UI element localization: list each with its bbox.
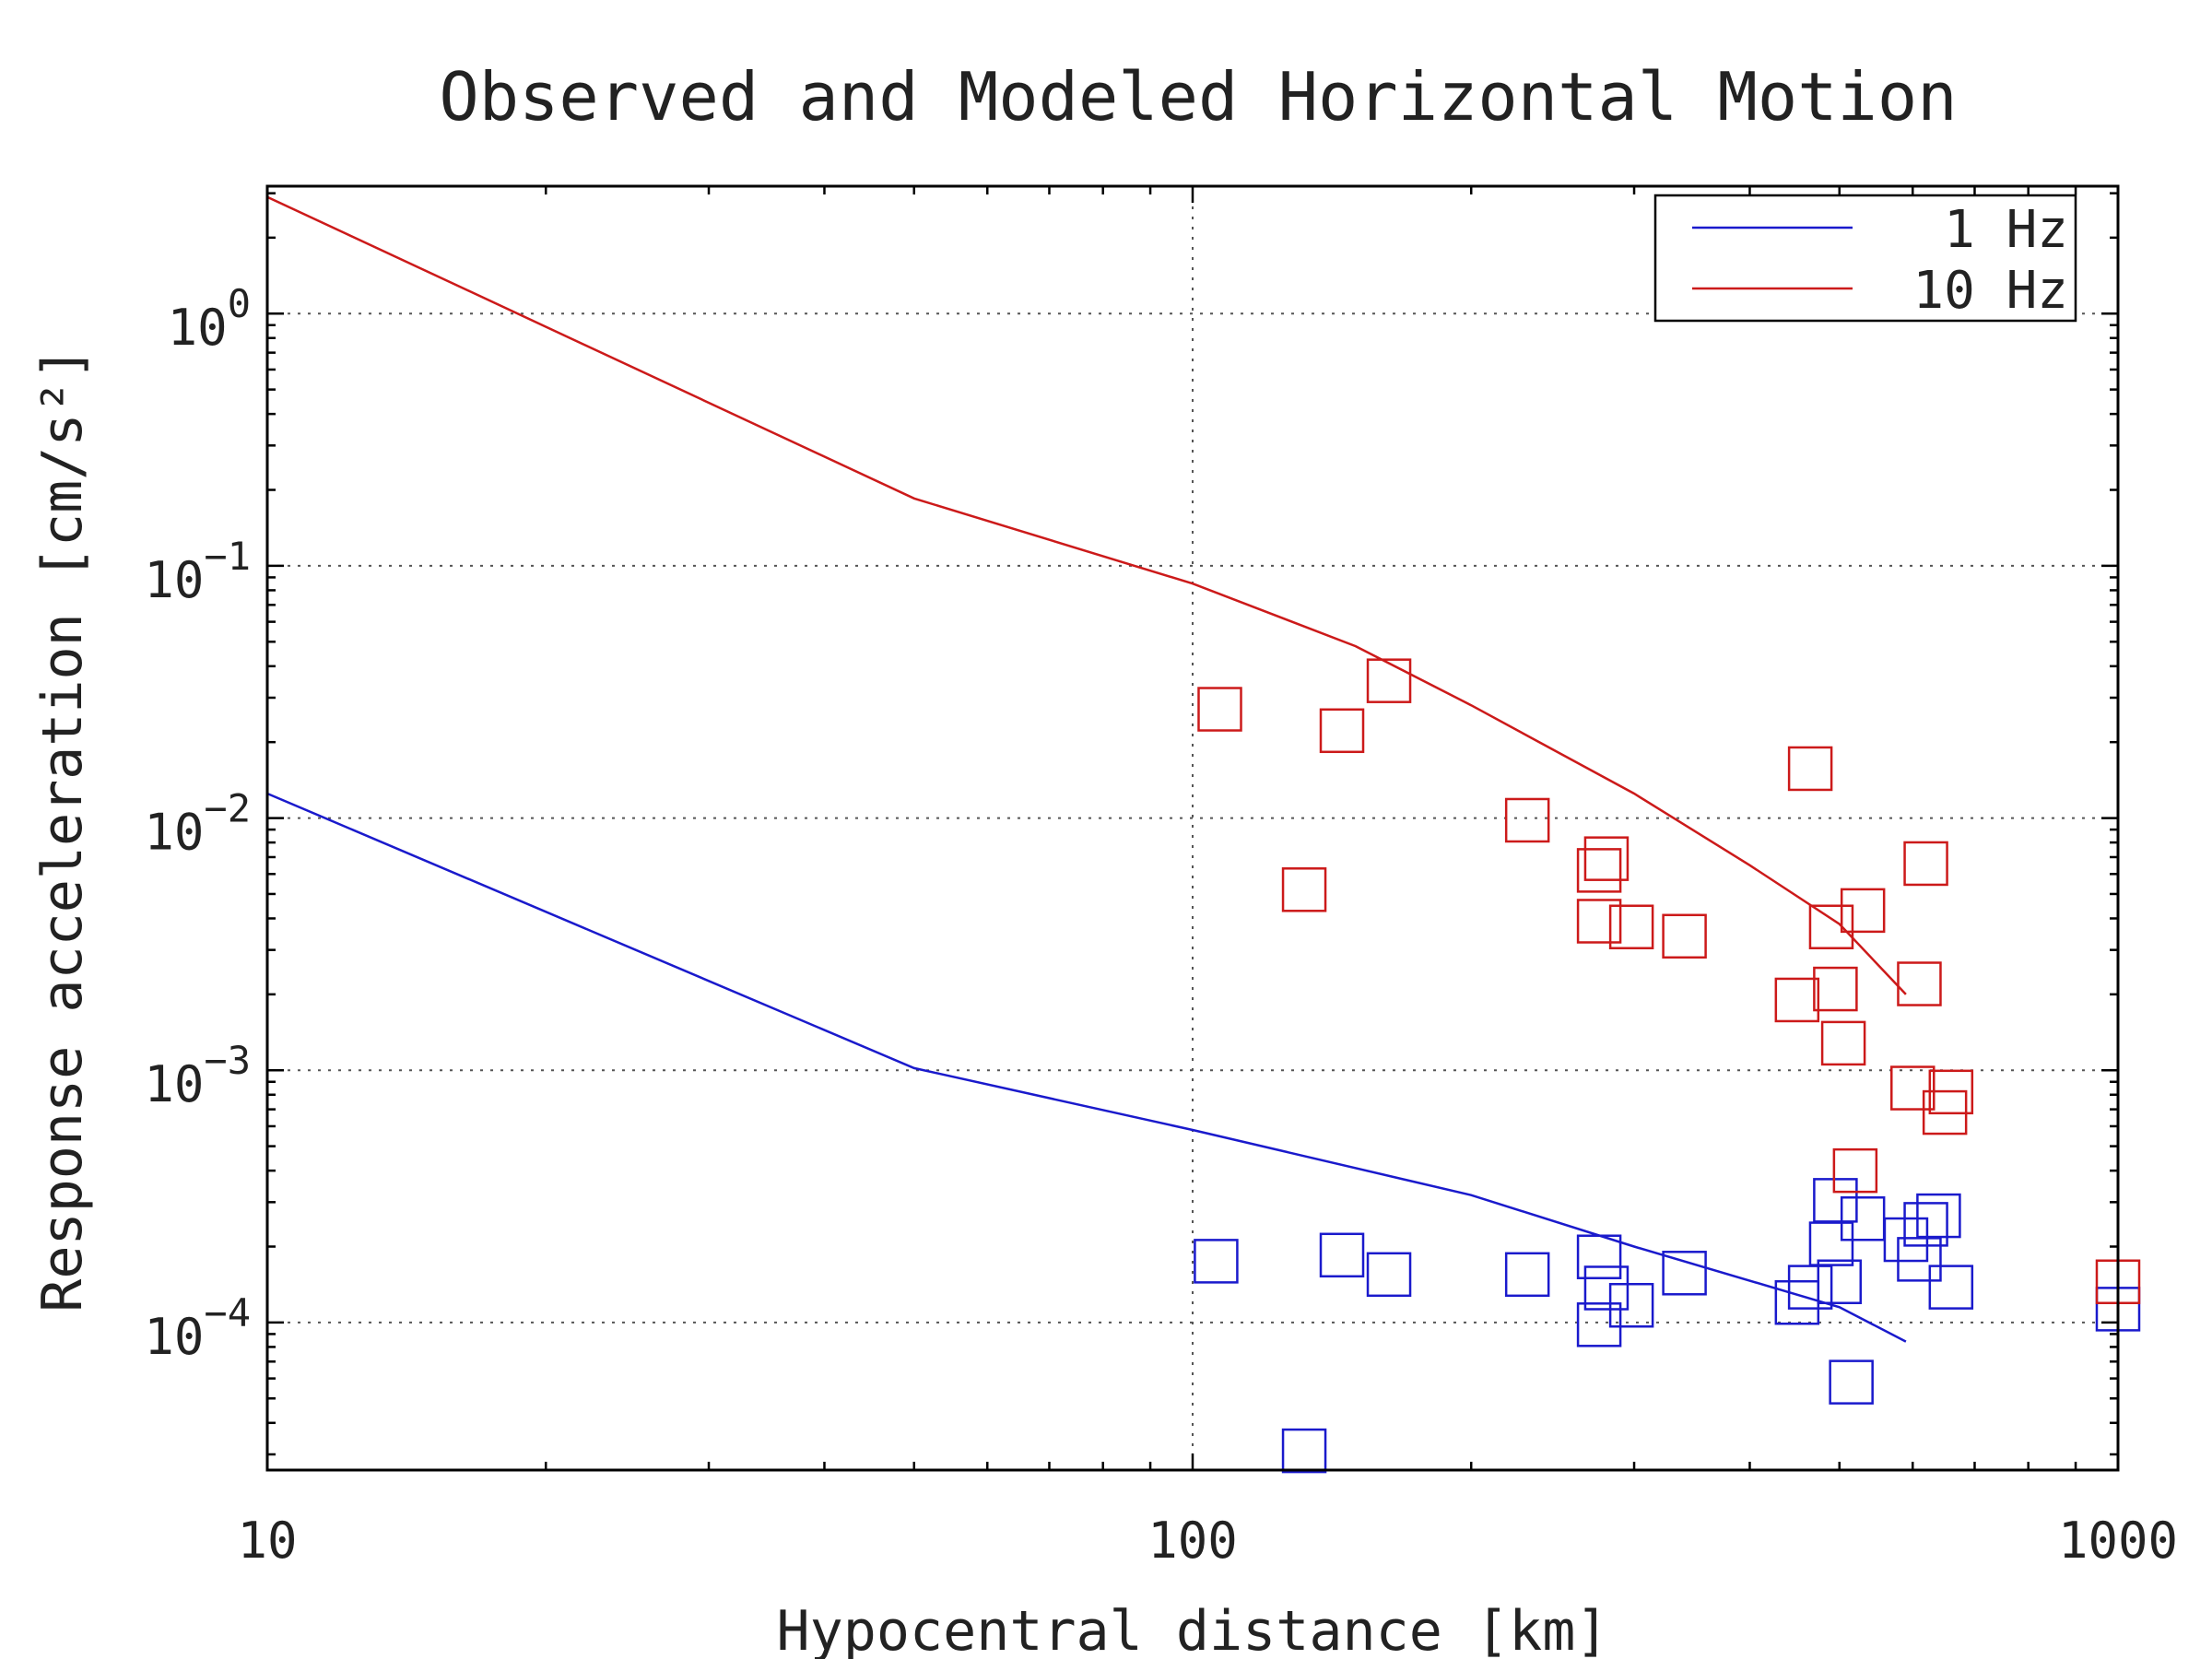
tick-labels: 10 100 1000 100 10−1 10−2 10−3 10−4 bbox=[144, 281, 2178, 1570]
legend-box bbox=[1653, 194, 2077, 323]
observed-point-10hz bbox=[1662, 913, 1707, 959]
y-tick-label: 100 bbox=[168, 281, 251, 357]
observed-point-1hz bbox=[1840, 1196, 1886, 1241]
observed-point-10hz bbox=[1774, 977, 1820, 1023]
observed-point-10hz bbox=[1903, 841, 1948, 887]
observed-point-10hz bbox=[1319, 708, 1365, 754]
x-tick-label: 1000 bbox=[2058, 1512, 2178, 1570]
legend-label-10hz: 10 Hz bbox=[1912, 261, 2068, 321]
y-axis-label: Response acceleration [cm/s²] bbox=[30, 347, 95, 1312]
observed-point-10hz bbox=[1787, 746, 1833, 792]
chart-title: Observed and Modeled Horizontal Motion bbox=[439, 58, 1957, 135]
observed-point-1hz bbox=[1829, 1359, 1874, 1405]
observed-point-1hz bbox=[1883, 1217, 1929, 1263]
y-tick-label: 10−4 bbox=[144, 1290, 251, 1366]
observed-point-1hz bbox=[1897, 1237, 1942, 1282]
observed-point-1hz bbox=[1813, 1178, 1858, 1223]
observed-point-1hz bbox=[1608, 1282, 1654, 1328]
model-line-10hz bbox=[266, 195, 1907, 995]
observed-point-1hz bbox=[1194, 1239, 1239, 1284]
observed-point-1hz bbox=[1576, 1234, 1622, 1279]
observed-point-1hz bbox=[1281, 1428, 1327, 1474]
observed-point-1hz bbox=[1576, 1302, 1622, 1347]
x-tick-label: 10 bbox=[237, 1512, 297, 1570]
x-axis-label: Hypocentral distance [km] bbox=[776, 1599, 1608, 1659]
observed-point-10hz bbox=[1197, 687, 1242, 732]
observed-point-10hz bbox=[1890, 1065, 1936, 1111]
observed-point-1hz bbox=[1916, 1193, 1961, 1239]
observed-point-1hz bbox=[1583, 1265, 1630, 1311]
observed-point-10hz bbox=[1813, 966, 1858, 1012]
observed-point-1hz bbox=[1903, 1202, 1948, 1247]
observed-point-1hz bbox=[1928, 1265, 1974, 1310]
y-tick-label: 10−1 bbox=[144, 534, 251, 609]
observed-point-10hz bbox=[1832, 1147, 1878, 1194]
observed-point-10hz bbox=[1504, 797, 1550, 843]
legend-label-1hz: 1 Hz bbox=[1944, 200, 2068, 260]
y-tick-label: 10−2 bbox=[144, 786, 251, 862]
observed-point-1hz bbox=[1504, 1252, 1550, 1298]
plot-axes bbox=[265, 184, 2120, 1472]
observed-point-1hz bbox=[1319, 1232, 1365, 1278]
observed-point-1hz bbox=[1817, 1259, 1863, 1304]
observed-point-10hz bbox=[1576, 899, 1622, 944]
grid-lines bbox=[267, 186, 2118, 1470]
y-tick-label: 10−3 bbox=[144, 1038, 251, 1113]
x-tick-label: 100 bbox=[1147, 1512, 1238, 1570]
plot-frame bbox=[265, 184, 2120, 1472]
observed-point-10hz bbox=[1928, 1069, 1974, 1115]
observed-point-10hz bbox=[1808, 904, 1854, 949]
observed-point-1hz bbox=[1774, 1279, 1820, 1325]
observed-point-10hz bbox=[1281, 867, 1327, 912]
observed-point-10hz bbox=[1576, 848, 1622, 893]
plot-series bbox=[266, 195, 2141, 1474]
model-line-1hz bbox=[266, 792, 1907, 1343]
observed-point-1hz bbox=[1662, 1251, 1707, 1296]
observed-point-10hz bbox=[1583, 836, 1630, 881]
observed-point-10hz bbox=[1366, 658, 1412, 703]
observed-point-10hz bbox=[1608, 904, 1654, 949]
observed-point-1hz bbox=[1366, 1252, 1412, 1298]
observed-point-1hz bbox=[1808, 1221, 1854, 1266]
legend: 1 Hz 10 Hz bbox=[1653, 194, 2077, 323]
observed-point-10hz bbox=[1897, 961, 1942, 1006]
observed-point-10hz bbox=[1840, 888, 1886, 934]
observed-point-10hz bbox=[1820, 1020, 1866, 1066]
